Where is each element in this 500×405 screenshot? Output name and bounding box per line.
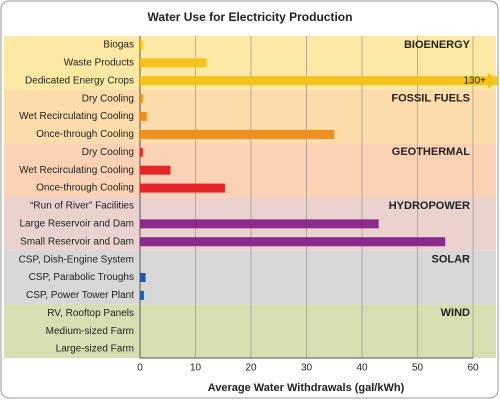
group-band <box>4 304 496 358</box>
x-tick-label: 10 <box>190 363 202 374</box>
bar <box>140 273 146 282</box>
bar <box>140 219 379 229</box>
group-name: HYDROPOWER <box>389 200 470 212</box>
x-tick-label: 30 <box>301 363 313 374</box>
y-tick-label: Biogas <box>103 40 134 51</box>
y-tick-label: Waste Products <box>64 57 134 68</box>
y-tick-label: Medium-sized Farm <box>46 326 134 337</box>
y-tick-label: Dedicated Energy Crops <box>25 75 134 86</box>
bar <box>140 237 446 247</box>
group-band <box>4 250 496 305</box>
x-tick-label: 20 <box>245 363 257 374</box>
y-tick-label: Small Reservoir and Dam <box>20 236 134 247</box>
bar <box>140 165 171 175</box>
x-tick-label: 40 <box>356 363 368 374</box>
group-band <box>4 143 496 197</box>
y-tick-label: Once-through Cooling <box>36 129 134 140</box>
bar <box>140 112 147 121</box>
bar <box>140 183 225 193</box>
y-tick-label: Dry Cooling <box>82 147 134 158</box>
y-tick-label: CSP, Dish-Engine System <box>19 254 134 265</box>
y-tick-label: Once-through Cooling <box>36 183 134 194</box>
x-tick-label: 0 <box>137 363 143 374</box>
bar <box>140 129 335 139</box>
group-name: GEOTHERMAL <box>392 146 471 158</box>
bar <box>140 290 144 300</box>
group-name: BIOENERGY <box>404 39 471 51</box>
value-label: 130+ <box>463 75 486 86</box>
chart-title: Water Use for Electricity Production <box>148 10 353 24</box>
y-tick-label: RV, Rooftop Panels <box>47 308 134 319</box>
y-tick-label: Dry Cooling <box>82 93 134 104</box>
x-tick-label: 60 <box>467 363 479 374</box>
overflow-arrow <box>488 72 498 89</box>
group-name: WIND <box>441 307 470 319</box>
bar <box>140 76 498 86</box>
y-tick-label: “Run of River” Facilities <box>30 201 134 212</box>
y-tick-label: CSP, Power Tower Plant <box>26 290 134 301</box>
y-tick-label: Large-sized Farm <box>56 344 134 355</box>
bar <box>140 94 143 104</box>
bar <box>140 58 207 68</box>
x-axis-label: Average Water Withdrawals (gal/kWh) <box>208 382 405 394</box>
y-tick-label: Wet Recirculating Cooling <box>19 165 134 176</box>
y-tick-label: Wet Recirculating Cooling <box>19 111 134 122</box>
x-tick-label: 50 <box>412 363 424 374</box>
bar <box>140 147 143 157</box>
y-tick-label: CSP, Parabolic Troughs <box>29 272 134 283</box>
y-tick-label: Large Reservoir and Dam <box>20 218 135 229</box>
group-name: FOSSIL FUELS <box>391 93 470 105</box>
group-name: SOLAR <box>432 254 471 266</box>
bar <box>140 40 143 50</box>
bars <box>140 40 498 300</box>
